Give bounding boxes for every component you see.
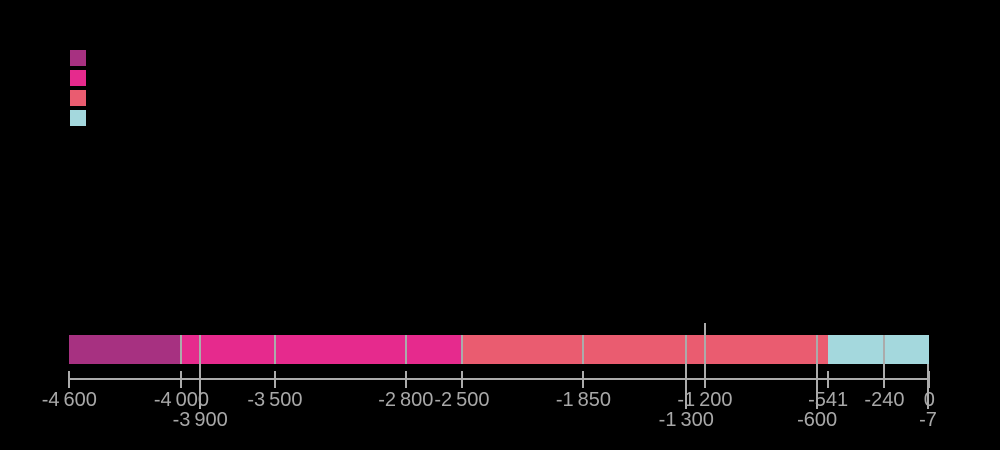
bar-boundary-leader-line — [816, 334, 819, 409]
leader-line — [926, 363, 929, 409]
tick-label: -4 000 — [153, 388, 210, 411]
legend-swatch-4 — [70, 110, 86, 126]
bar-boundary-line — [460, 334, 463, 364]
x-axis-line — [69, 377, 931, 380]
eon-segment — [461, 334, 829, 364]
tick-label: -2 800 — [378, 388, 434, 411]
eon-segment — [828, 334, 930, 364]
eon-segment — [69, 334, 182, 364]
bar-boundary-line — [273, 334, 276, 364]
axis-tick — [460, 371, 463, 388]
axis-tick — [273, 371, 276, 388]
tick-label: -1 300 — [658, 408, 714, 431]
eon-segment — [181, 334, 462, 364]
axis-tick — [68, 371, 71, 388]
bar-boundary-leader-line — [199, 334, 202, 409]
axis-tick — [827, 371, 830, 388]
axis-tick — [404, 371, 407, 388]
tick-label: -541 — [808, 388, 849, 411]
axis-tick — [582, 371, 585, 388]
axis-tick — [928, 371, 931, 388]
tick-label: 0 — [923, 388, 935, 411]
legend-swatch-2 — [70, 70, 86, 86]
tick-label: -240 — [864, 388, 905, 411]
legend-swatch-1 — [70, 50, 86, 66]
tick-label: -600 — [797, 408, 838, 431]
bar-boundary-line — [180, 334, 183, 364]
legend-swatch-3 — [70, 90, 86, 106]
tick-label: -2 500 — [434, 388, 490, 411]
annotation-boundary-line — [703, 323, 706, 388]
bar-boundary-line — [883, 334, 886, 388]
tick-label: -3 900 — [172, 408, 228, 431]
bar-boundary-line — [404, 334, 407, 364]
axis-tick — [180, 371, 183, 388]
tick-label: -3 500 — [247, 388, 303, 411]
tick-label: -7 — [919, 408, 937, 431]
tick-label: -1 850 — [555, 388, 611, 411]
tick-label: -1 200 — [677, 388, 733, 411]
bar-boundary-line — [582, 334, 585, 364]
tick-label: -4 600 — [41, 388, 97, 411]
bar-boundary-leader-line — [685, 334, 688, 409]
